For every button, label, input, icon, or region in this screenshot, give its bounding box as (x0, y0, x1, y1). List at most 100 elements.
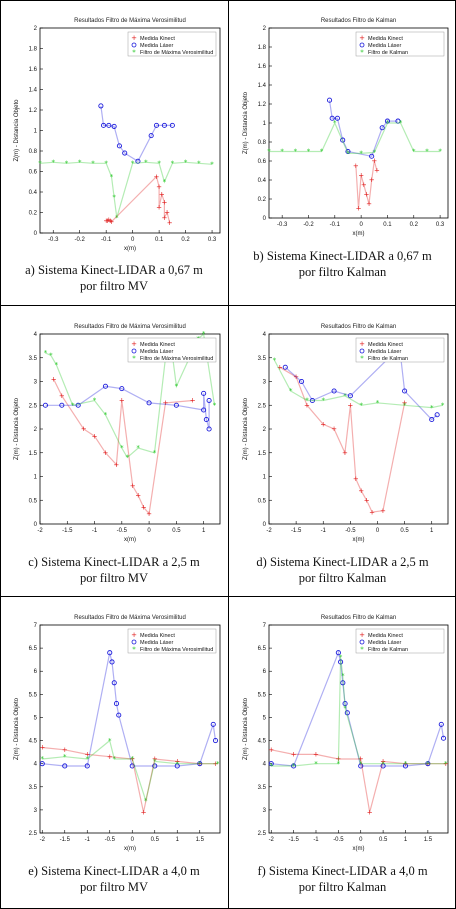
laser-point (174, 763, 180, 769)
laser-point (335, 650, 341, 656)
legend-laser-marker (131, 639, 137, 645)
x-tick-label: -1 (313, 837, 319, 843)
y-tick-label: 3.5 (258, 785, 267, 791)
filter-point: * (120, 444, 124, 452)
series-trace (42, 739, 218, 803)
legend-box (127, 628, 217, 654)
y-tick-label: 6 (263, 669, 267, 675)
laser-point (358, 763, 364, 769)
series-kinect: +++++++++++++ (277, 363, 408, 516)
y-tick-label: 2.5 (258, 831, 267, 837)
kinect-point: + (161, 214, 167, 222)
laser-point (100, 122, 107, 128)
filter-point: * (294, 148, 298, 156)
filter-point: * (197, 160, 201, 168)
series-trace (42, 746, 216, 813)
x-tick-label: 0.2 (410, 222, 419, 228)
x-tick-label: 0 (359, 837, 363, 843)
x-tick-label: 0 (131, 237, 135, 243)
laser-point (347, 393, 353, 399)
x-tick-label: -0.5 (333, 837, 344, 843)
x-tick-label: -2 (40, 837, 46, 843)
kinect-point: + (363, 190, 369, 198)
kinect-point: + (92, 432, 98, 440)
filter-point: * (341, 672, 345, 680)
y-tick-label: 4 (34, 332, 38, 338)
y-tick-label: 0 (34, 522, 38, 528)
filter-point: * (273, 356, 277, 364)
laser-point (395, 118, 401, 124)
laser-point (135, 158, 141, 164)
panel-a: Resultados Filtro de Máxima Verosimilitu… (0, 0, 228, 305)
caption-b-line2: por filtro Kalman (298, 265, 387, 279)
kinect-point: + (161, 198, 167, 206)
kinect-point: + (152, 755, 158, 763)
chart-title: Resultados Filtro de Máxima Verosimilitu… (74, 615, 186, 621)
kinect-point: + (313, 751, 319, 759)
kinect-point: + (84, 751, 90, 759)
x-tick-label: -1 (92, 528, 98, 534)
x-tick-label: -1 (85, 837, 91, 843)
x-tick-label: -0.5 (117, 528, 128, 534)
y-tick-label: 4 (263, 762, 267, 768)
laser-point (402, 388, 408, 394)
filter-point: * (376, 399, 380, 407)
filter-point: * (399, 119, 403, 127)
legend-filter-marker: * (132, 354, 136, 362)
filter-point: * (280, 148, 284, 156)
y-tick-label: 1.6 (258, 64, 267, 70)
laser-point (113, 701, 120, 707)
kinect-point: + (364, 496, 370, 504)
series-filter: * * * * * * * * * * * * (269, 654, 448, 771)
plot-area (39, 624, 221, 834)
kinect-point: + (107, 753, 113, 761)
legend-label: Medida Kinect (140, 342, 175, 348)
series-filter: * * * * * * * * * * * * * * (267, 119, 442, 157)
center-divider (228, 0, 229, 909)
series-trace (42, 652, 217, 767)
kinect-point: + (135, 492, 141, 500)
laser-point (62, 763, 68, 769)
kinect-point: + (197, 760, 203, 768)
x-axis-label: x(m) (353, 846, 365, 852)
legend-box (355, 337, 445, 363)
y-tick-label: 1.6 (29, 67, 38, 73)
kinect-point: + (369, 176, 375, 184)
filter-point: * (441, 401, 445, 409)
kinect-point: + (374, 167, 380, 175)
laser-point (197, 761, 203, 767)
caption-e: e) Sistema Kinect-LIDAR a 4,0 m por filt… (0, 863, 228, 895)
laser-point (98, 103, 104, 109)
series-trace (106, 175, 171, 223)
y-axis-label: Z(m) - Distancia Objeto (14, 99, 20, 162)
series-trace (271, 657, 446, 767)
filter-point: * (210, 161, 214, 169)
laser-point (59, 402, 65, 408)
filter-point: * (63, 753, 67, 761)
filter-point: * (373, 149, 377, 157)
laser-point (75, 402, 81, 408)
legend-laser-marker (131, 348, 137, 354)
series-kinect: +++++++++++++ (51, 375, 196, 517)
legend-filter-marker: * (360, 48, 364, 56)
kinect-point: + (353, 475, 359, 483)
y-tick-label: 7 (263, 623, 267, 629)
y-tick-label: 5.5 (258, 692, 267, 698)
laser-point (153, 122, 160, 128)
kinect-point: + (51, 375, 57, 383)
y-tick-label: 5 (263, 715, 267, 721)
legend-label: Medida Láser (140, 349, 173, 355)
y-tick-label: 4 (34, 762, 38, 768)
filter-point: * (71, 401, 75, 409)
kinect-point: + (358, 487, 364, 495)
x-axis-label: x(m) (353, 231, 365, 237)
filter-point: * (269, 762, 273, 770)
y-tick-label: 0 (263, 216, 267, 222)
series-trace (355, 160, 378, 209)
filter-point: * (292, 762, 296, 770)
y-tick-label: 1.5 (29, 451, 38, 457)
y-tick-label: 3.5 (29, 785, 38, 791)
legend-box (127, 31, 217, 57)
legend-label: Medida Kinect (368, 342, 403, 348)
legend-label: Filtro de Máxima Verosimilitud (140, 50, 213, 56)
